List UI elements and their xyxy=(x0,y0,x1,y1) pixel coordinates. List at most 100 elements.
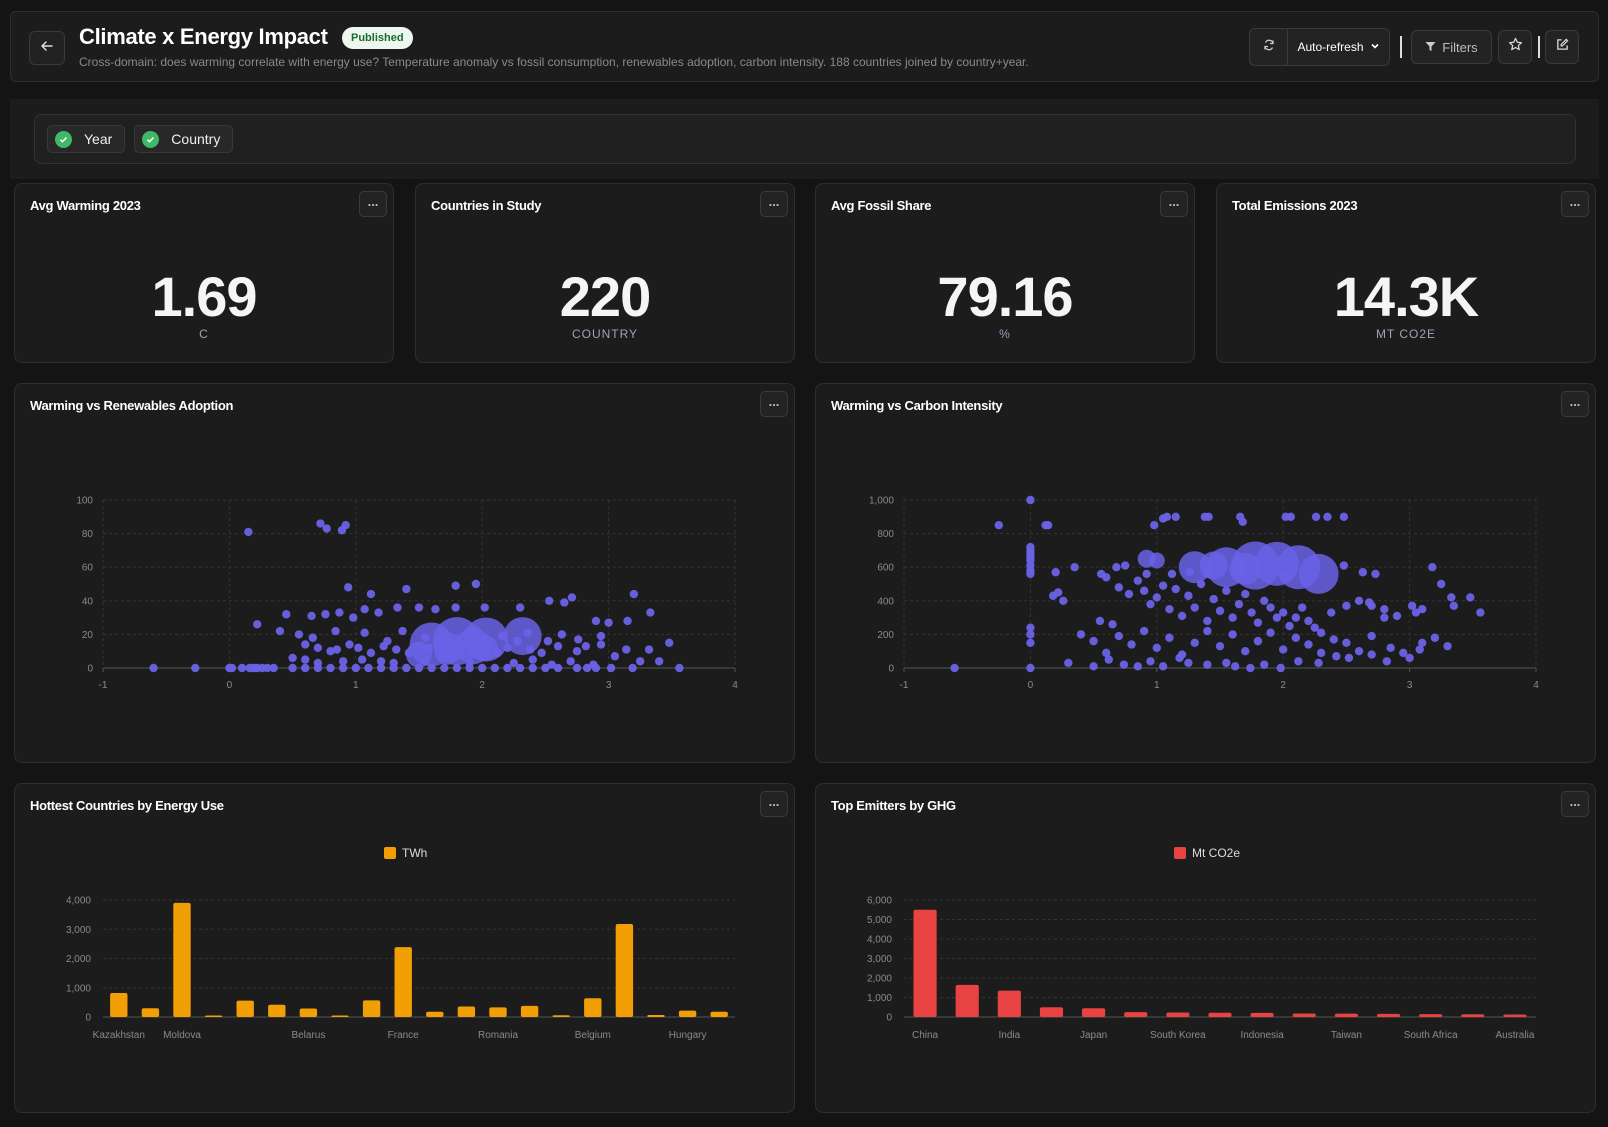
bar-chart-energy-use[interactable]: 0 1,000 2,000 3,000 4,000 Kazakhstan Moldova Be… xyxy=(15,784,796,1114)
refresh-group: Auto-refresh xyxy=(1249,28,1390,66)
scatter-point xyxy=(1266,603,1275,612)
y-tick-label: 400 xyxy=(877,596,894,607)
bar xyxy=(1334,1013,1358,1017)
scatter-point xyxy=(191,663,200,673)
scatter-point xyxy=(335,608,344,617)
scatter-point xyxy=(1139,626,1149,636)
scatter-point xyxy=(338,663,348,673)
x-tick-label: 4 xyxy=(1533,680,1539,691)
chart-legend[interactable]: Mt CO2e xyxy=(1174,846,1240,860)
y-tick-label: 200 xyxy=(877,630,894,641)
kpi-card-avg-warming: Avg Warming 2023 ... 1.69 C xyxy=(14,183,394,363)
kpi-card-countries: Countries in Study ... 220 COUNTRY xyxy=(415,183,795,363)
scatter-point xyxy=(1466,593,1475,602)
scatter-point xyxy=(1139,586,1149,595)
scatter-point xyxy=(596,640,606,649)
scatter-chart-carbon-intensity[interactable]: 0 200 400 600 800 1,000 -1 0 1 2 3 4 xyxy=(816,384,1597,764)
scatter-point xyxy=(1152,593,1161,602)
back-button[interactable] xyxy=(29,31,65,65)
scatter-point xyxy=(1133,576,1143,585)
more-options-button[interactable]: ... xyxy=(1561,791,1589,817)
filter-chip-year[interactable]: Year xyxy=(47,125,126,153)
scatter-point xyxy=(1253,618,1263,627)
more-options-button[interactable]: ... xyxy=(1561,191,1589,217)
bar xyxy=(394,947,412,1017)
scatter-point xyxy=(1241,647,1250,656)
scatter-point xyxy=(560,598,569,607)
bar xyxy=(710,1011,728,1017)
y-tick-label: 1,000 xyxy=(869,496,894,507)
divider xyxy=(1400,36,1402,58)
kpi-unit: C xyxy=(199,327,209,341)
scatter-point xyxy=(1476,608,1485,617)
y-tick-label: 1,000 xyxy=(867,993,892,1004)
scatter-point xyxy=(227,663,237,673)
scatter-point xyxy=(1095,616,1105,626)
scatter-point xyxy=(1339,561,1349,570)
scatter-point xyxy=(1367,650,1376,659)
scatter-point xyxy=(1171,584,1180,594)
bar xyxy=(584,998,602,1017)
scatter-point xyxy=(451,603,460,612)
y-tick-label: 0 xyxy=(87,664,93,675)
scatter-chart-renewables[interactable]: 0 20 40 60 80 100 -1 0 1 2 3 4 xyxy=(15,384,796,764)
scatter-point xyxy=(1146,657,1155,666)
more-options-button[interactable]: ... xyxy=(760,191,788,217)
bar-chart-ghg[interactable]: 0 1,000 2,000 3,000 4,000 5,000 6,000 China Indi… xyxy=(816,784,1597,1114)
more-options-button[interactable]: ... xyxy=(760,391,788,417)
status-badge: Published xyxy=(342,27,413,49)
scatter-point xyxy=(364,663,373,673)
chart-legend[interactable]: TWh xyxy=(384,846,427,860)
y-tick-label: 5,000 xyxy=(867,915,892,926)
kpi-value: 79.16 xyxy=(937,265,1073,328)
scatter-point xyxy=(1108,620,1117,629)
scatter-point xyxy=(1294,657,1303,666)
refresh-button[interactable] xyxy=(1250,29,1288,65)
scatter-bubble xyxy=(1199,551,1228,580)
scatter-point xyxy=(1291,633,1301,642)
more-options-button[interactable]: ... xyxy=(760,791,788,817)
scatter-point xyxy=(646,608,655,617)
scatter-point xyxy=(515,663,525,673)
scatter-point xyxy=(528,663,537,673)
bar xyxy=(1250,1012,1274,1017)
y-tick-label: 3,000 xyxy=(66,925,91,936)
kpi-unit: % xyxy=(999,327,1011,341)
scatter-point xyxy=(263,663,272,673)
scatter-point xyxy=(360,605,369,614)
bar xyxy=(1124,1012,1148,1017)
bar xyxy=(1503,1014,1527,1017)
legend-label: TWh xyxy=(402,846,428,860)
edit-button[interactable] xyxy=(1545,30,1579,64)
kpi-value: 1.69 xyxy=(151,265,258,328)
x-tick-label: Japan xyxy=(1080,1030,1107,1041)
scatter-point xyxy=(1121,561,1130,570)
favorite-button[interactable] xyxy=(1498,30,1532,64)
scatter-point xyxy=(1177,611,1187,621)
chart-title: Warming vs Renewables Adoption xyxy=(30,398,234,413)
scatter-point xyxy=(574,635,583,644)
more-options-button[interactable]: ... xyxy=(1160,191,1188,217)
kpi-title: Total Emissions 2023 xyxy=(1232,198,1358,213)
legend-label: Mt CO2e xyxy=(1192,846,1241,860)
more-options-button[interactable]: ... xyxy=(359,191,387,217)
bar xyxy=(1419,1014,1443,1017)
scatter-point xyxy=(1230,662,1240,671)
scatter-bubble xyxy=(1148,552,1165,569)
filter-chip-country[interactable]: Country xyxy=(134,125,234,153)
scatter-point xyxy=(596,631,606,641)
scatter-point xyxy=(452,663,462,673)
ellipsis-icon: ... xyxy=(1168,194,1180,209)
scatter-point xyxy=(1158,581,1168,590)
scatter-point xyxy=(414,603,424,612)
x-tick-label: Romania xyxy=(478,1030,518,1041)
filters-button[interactable]: Filters xyxy=(1411,30,1492,64)
x-tick-label: South Korea xyxy=(1150,1030,1206,1041)
more-options-button[interactable]: ... xyxy=(1561,391,1589,417)
bar xyxy=(1208,1012,1232,1017)
scatter-point xyxy=(1133,662,1143,671)
scatter-point xyxy=(349,613,358,622)
scatter-point xyxy=(1339,512,1349,521)
autorefresh-select[interactable]: Auto-refresh xyxy=(1288,40,1389,54)
chart-title: Hottest Countries by Energy Use xyxy=(30,798,224,813)
